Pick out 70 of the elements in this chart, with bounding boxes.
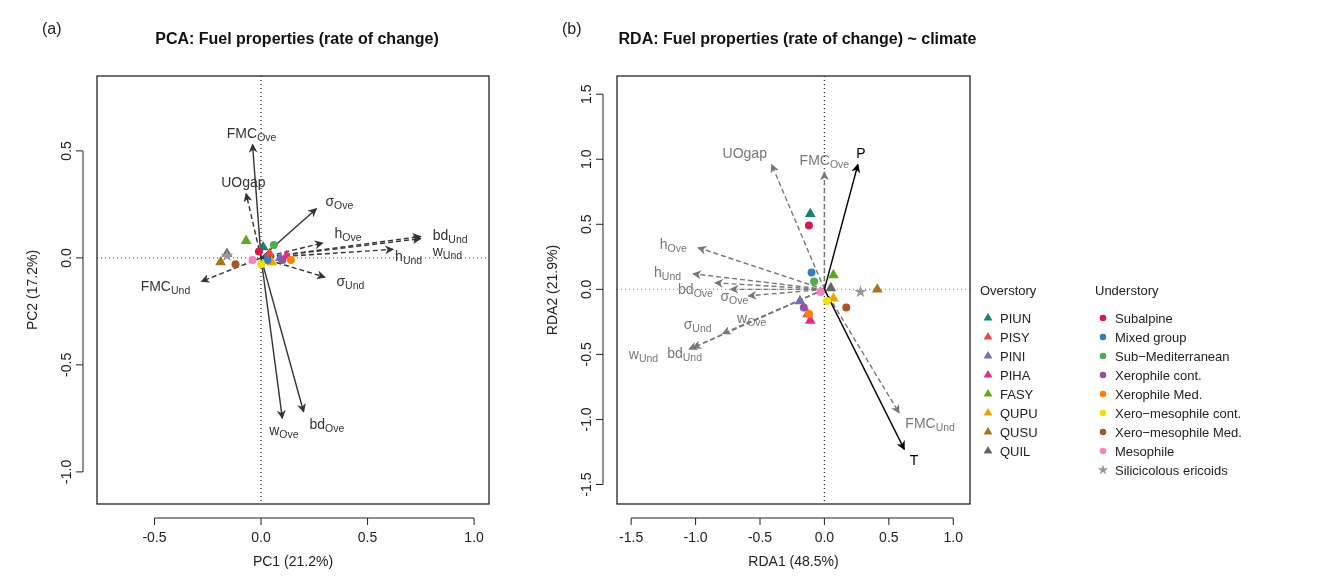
series-label: T	[909, 452, 919, 469]
text: Understory	[1095, 283, 1160, 298]
series-label: σ$_{Ove}$	[720, 288, 749, 307]
legend-label: Mixed group	[1115, 330, 1187, 345]
series-label: FMC$_{Ove}$	[226, 124, 277, 143]
x-tick-label: 0.0	[814, 529, 835, 545]
series-label: FMC$_{Und}$	[140, 277, 191, 297]
y-tick-label: 0.5	[58, 140, 74, 161]
chart-title: PCA: Fuel properties (rate of change)	[155, 30, 439, 47]
chart-title: RDA: Fuel properties (rate of change) ~ climate	[618, 30, 977, 47]
series-label: bd$_{Und}$	[667, 344, 703, 364]
series-label: h$_{Ove}$	[334, 225, 362, 244]
y-tick-label: -1.0	[58, 459, 74, 484]
series-label: bd$_{Ove}$	[678, 281, 714, 300]
legend-label: Xero−mesophile cont.	[1115, 406, 1242, 421]
series-label: bd$_{Und}$	[432, 226, 468, 246]
legend-label: QUSU	[1000, 425, 1038, 440]
legend-label: Sub−Mediterranean	[1115, 349, 1230, 364]
x-tick-label: 1.0	[464, 529, 485, 545]
y-tick-label: 1.5	[578, 84, 594, 104]
x-tick-label: 0.5	[879, 529, 899, 545]
legend-label: Silicicolous ericoids	[1115, 463, 1229, 478]
legend-label: Subalpine	[1115, 311, 1173, 326]
text: (b)	[562, 20, 582, 37]
series-label: h$_{Und}$	[654, 264, 682, 283]
legend-label: PINI	[1000, 349, 1026, 364]
y-tick-label: -1.0	[578, 407, 594, 432]
x-tick-label: -1.0	[683, 529, 708, 545]
legend-label: Mesophile	[1115, 444, 1175, 459]
series-label: h$_{Und}$	[395, 247, 423, 266]
y-tick-label: 0.5	[578, 214, 594, 235]
series-label: bd$_{Ove}$	[309, 415, 345, 434]
text: (a)	[42, 20, 62, 37]
legend-label: Xerophile cont.	[1115, 368, 1202, 383]
y-axis-title: PC2 (17.2%)	[24, 249, 40, 331]
legend-label: Xero−mesophile Med.	[1115, 425, 1242, 440]
legend-label: PIHA	[1000, 368, 1031, 383]
series-label: h$_{Ove}$	[659, 235, 687, 255]
series-label: σ$_{Und}$	[336, 272, 365, 291]
legend-label: QUPU	[1000, 406, 1038, 421]
y-axis-title: RDA2 (21.9%)	[544, 244, 560, 336]
x-tick-label: 1.0	[943, 529, 964, 545]
x-tick-label: -0.5	[142, 529, 167, 545]
x-tick-label: -1.5	[619, 529, 644, 545]
x-axis-title: PC1 (21.2%)	[252, 553, 334, 569]
legend-label: PIUN	[1000, 311, 1032, 326]
series-label: FMC$_{Ove}$	[799, 152, 850, 171]
y-tick-label: 0.0	[578, 279, 594, 300]
series-label: σ$_{Ove}$	[325, 192, 354, 212]
y-tick-label: -0.5	[58, 352, 74, 377]
legend-label: QUIL	[1000, 444, 1031, 459]
y-tick-label: 0.0	[58, 247, 74, 268]
x-tick-label: 0.5	[357, 529, 378, 545]
y-tick-label: -1.5	[578, 472, 594, 497]
series-label: FMC$_{Und}$	[905, 415, 956, 434]
legend-title: Overstory	[980, 283, 1037, 298]
x-axis-title: RDA1 (48.5%)	[748, 553, 839, 569]
x-tick-label: -0.5	[747, 529, 773, 545]
series-label: w$_{Ove}$	[268, 422, 299, 441]
series-label: σ$_{Und}$	[683, 316, 712, 335]
legend-label: Xerophile Med.	[1115, 387, 1203, 402]
legend-label: FASY	[1000, 387, 1034, 402]
series-label: UOgap	[722, 145, 768, 162]
text: w$_{Und}$	[627, 346, 659, 365]
series-label: w$_{Und}$	[431, 243, 463, 262]
y-tick-label: -0.5	[578, 342, 594, 367]
series-label: P	[856, 144, 866, 161]
y-tick-label: 1.0	[578, 149, 594, 169]
legend-label: PISY	[1000, 330, 1030, 345]
x-tick-label: 0.0	[251, 529, 271, 545]
